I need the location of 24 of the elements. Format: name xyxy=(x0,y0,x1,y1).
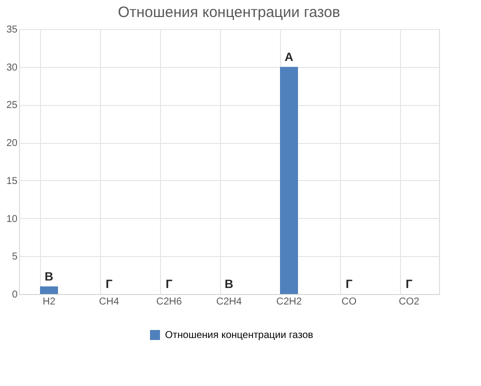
y-tick-label: 25 xyxy=(6,100,18,112)
y-tick-label: 35 xyxy=(6,24,18,36)
y-tick-label: 30 xyxy=(6,62,18,74)
annotation: В xyxy=(224,277,234,291)
annotation: Г xyxy=(106,277,113,291)
annotation: Г xyxy=(166,277,173,291)
x-tick-label: C2H2 xyxy=(276,296,302,308)
annotation: В xyxy=(44,269,54,284)
legend-label: Отношения концентрации газов xyxy=(165,330,314,341)
x-tick-label: C2H6 xyxy=(156,296,182,308)
y-tick-label: 20 xyxy=(6,138,18,150)
y-tick-label: 5 xyxy=(12,252,18,263)
x-tick-label: C2H4 xyxy=(216,296,242,308)
y-tick-label: 10 xyxy=(6,214,18,225)
x-tick-label: CO2 xyxy=(398,296,420,308)
x-tick-label: CO xyxy=(342,296,357,308)
y-tick-label: 15 xyxy=(6,176,18,187)
x-tick-label: CH4 xyxy=(98,296,120,308)
chart-title: Отношения концентрации газов xyxy=(118,4,340,21)
annotation: А xyxy=(284,50,294,64)
annotation: Г xyxy=(406,277,413,291)
annotation: Г xyxy=(346,277,353,291)
x-tick-label: H2 xyxy=(42,296,56,308)
y-tick-label: 0 xyxy=(12,290,18,300)
